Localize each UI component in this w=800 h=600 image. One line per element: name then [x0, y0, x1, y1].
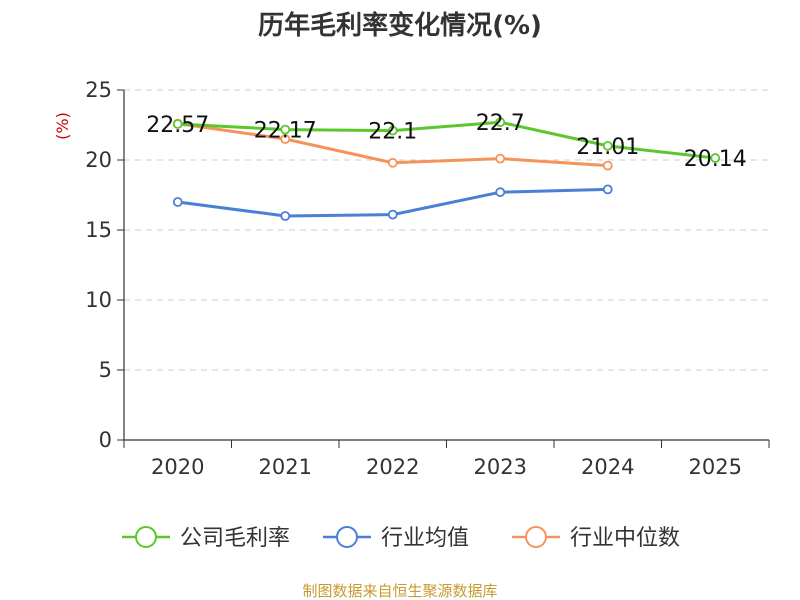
x-tick-label: 2021 — [259, 455, 312, 479]
y-tick-label: 25 — [85, 78, 112, 102]
legend-item: 行业均值 — [323, 526, 469, 551]
data-point — [602, 160, 613, 171]
grid-lines — [124, 89, 769, 371]
data-label: 22.1 — [368, 120, 417, 145]
data-point — [172, 197, 183, 207]
legend-marker — [336, 526, 358, 548]
data-point — [710, 153, 721, 163]
legend-marker — [135, 526, 157, 548]
legend-marker — [525, 526, 547, 548]
data-point — [280, 211, 291, 221]
data-point — [495, 187, 506, 198]
y-tick-label: 0 — [99, 428, 112, 452]
x-tick-label: 2020 — [151, 455, 204, 479]
legend-label: 行业中位数 — [570, 526, 680, 551]
y-tick-label: 20 — [85, 148, 112, 172]
legend-item: 公司毛利率 — [122, 526, 290, 551]
source-note: 制图数据来自恒生聚源数据库 — [302, 582, 497, 600]
data-point — [602, 140, 613, 151]
x-tick-label: 2023 — [474, 455, 527, 479]
data-label: 21.01 — [576, 135, 639, 160]
y-tick-label: 5 — [99, 358, 112, 382]
data-label: 22.7 — [476, 111, 525, 136]
data-point — [172, 119, 183, 129]
data-label: 22.57 — [146, 113, 209, 138]
data-point — [495, 117, 506, 128]
data-label: 20.14 — [684, 147, 747, 172]
series-line — [177, 120, 716, 160]
y-tick-label: 10 — [85, 288, 112, 312]
data-point — [495, 153, 506, 164]
data-point — [280, 124, 291, 135]
data-point — [280, 134, 291, 144]
legend-label: 行业均值 — [381, 526, 469, 551]
y-tick-label: 15 — [85, 218, 112, 242]
data-point — [387, 209, 398, 220]
series-layer — [172, 117, 721, 221]
data-labels: 22.57 22.17 22.1 22.7 21.01 20.14 — [146, 111, 746, 172]
x-tick-label: 2022 — [366, 455, 419, 479]
legend-label: 公司毛利率 — [180, 526, 290, 551]
legend-item: 行业中位数 — [512, 526, 680, 551]
data-point — [387, 125, 398, 136]
legend: 公司毛利率 行业均值 行业中位数 — [122, 526, 680, 551]
x-tick-label: 2025 — [689, 455, 742, 479]
x-tick-label: 2024 — [581, 455, 634, 479]
y-axis-label: (%) — [53, 112, 72, 140]
chart-title: 历年毛利率变化情况(%) — [258, 10, 542, 41]
data-label: 22.17 — [254, 119, 317, 144]
data-point — [602, 184, 613, 195]
data-point — [387, 157, 398, 168]
